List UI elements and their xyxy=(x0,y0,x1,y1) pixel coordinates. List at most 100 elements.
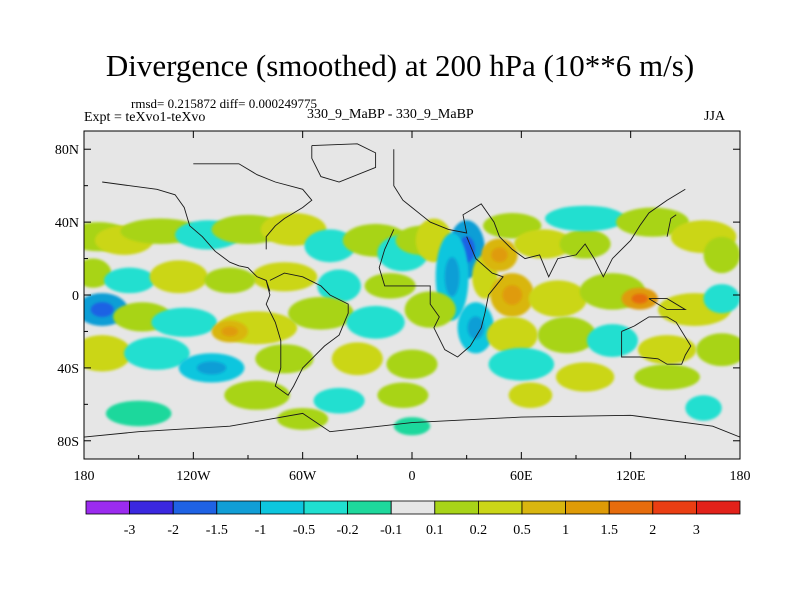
contour-core-39 xyxy=(221,326,238,337)
contour-band-19 xyxy=(616,207,689,237)
colorbar-label: -1.5 xyxy=(206,523,228,538)
coastline-5 xyxy=(621,316,692,365)
contour-band-65 xyxy=(685,395,722,421)
colorbar-swatch xyxy=(216,500,261,515)
coastline-0 xyxy=(393,149,686,278)
contour-band-58 xyxy=(224,380,290,410)
coastline-8 xyxy=(648,298,687,311)
contour-band-37 xyxy=(151,307,218,337)
contour-band-24 xyxy=(149,260,208,294)
contour-band-46 xyxy=(586,324,638,357)
contour-band-57 xyxy=(634,364,700,390)
colorbar-swatch xyxy=(565,500,610,515)
contour-band-64 xyxy=(393,417,431,436)
contour-core-51 xyxy=(196,361,227,375)
case-label: 330_9_MaBP - 330_9_MaBP xyxy=(307,107,474,122)
colorbar-swatch xyxy=(434,500,479,515)
contour-band-53 xyxy=(331,342,383,376)
contour-band-6 xyxy=(304,229,356,263)
chart-title: Divergence (smoothed) at 200 hPa (10**6 … xyxy=(105,48,695,83)
contour-band-26 xyxy=(204,267,256,294)
x-tick-label: 60E xyxy=(510,469,533,484)
colorbar-swatch xyxy=(172,500,218,515)
contour-band-44 xyxy=(486,316,538,354)
colorbar-swatch xyxy=(608,500,654,515)
contour-band-23 xyxy=(104,267,156,294)
colorbar-label: 1.5 xyxy=(600,523,618,538)
contour-band-59 xyxy=(313,387,365,414)
y-axis: 80N 40N 0 40S 80S xyxy=(55,143,740,450)
x-axis: 180 120W 60W 0 60E 120E 180 xyxy=(74,131,751,484)
y-tick-label: 40S xyxy=(57,362,79,377)
coastline-6 xyxy=(84,412,740,438)
coastline-2 xyxy=(102,181,271,292)
contour-band-40 xyxy=(288,296,354,330)
contour-band-25 xyxy=(251,262,318,292)
contour-core-12 xyxy=(444,257,460,297)
contour-band-48 xyxy=(696,333,740,367)
x-tick-label: 180 xyxy=(730,469,751,484)
season-label: JJA xyxy=(704,109,726,124)
colorbar-label: 2 xyxy=(649,523,656,538)
contour-band-52 xyxy=(255,344,314,374)
contour-band-16 xyxy=(514,229,573,259)
colorbar-swatch xyxy=(696,500,741,515)
colorbar-label: 0.5 xyxy=(513,523,531,538)
y-tick-label: 40N xyxy=(55,216,79,231)
contour-band-50 xyxy=(124,336,190,370)
colorbar-swatch xyxy=(477,500,523,515)
colorbar-label: -0.5 xyxy=(293,523,315,538)
colorbar-label: -0.2 xyxy=(337,523,359,538)
x-tick-label: 120W xyxy=(176,469,211,484)
contour-band-45 xyxy=(537,316,597,354)
contour-band-54 xyxy=(386,349,438,379)
colorbar-swatch xyxy=(303,500,348,515)
contour-band-27 xyxy=(317,269,361,303)
coastline-9 xyxy=(666,214,677,237)
contour-band-30 xyxy=(528,280,587,317)
contour-band-60 xyxy=(377,382,429,408)
contour-band-41 xyxy=(346,305,405,339)
colorbar-swatch xyxy=(129,500,174,515)
x-tick-label: 120E xyxy=(616,469,646,484)
y-tick-label: 80S xyxy=(57,435,79,450)
colorbar-label: -3 xyxy=(124,523,136,538)
contour-band-61 xyxy=(508,382,553,408)
contour-band-42 xyxy=(404,291,456,328)
contour-band-18 xyxy=(545,205,626,232)
contour-band-55 xyxy=(488,347,555,381)
y-tick-label: 80N xyxy=(55,143,79,158)
contour-band-56 xyxy=(555,362,615,392)
x-tick-label: 0 xyxy=(409,469,416,484)
colorbar-swatch xyxy=(521,500,566,515)
colorbar-swatch xyxy=(390,500,436,515)
colorbar-swatch xyxy=(85,500,130,515)
colorbar: -3 -2 -1.5 -1 -0.5 -0.2 -0.1 0.1 0.2 0.5 1 1.5 2 3 xyxy=(85,500,741,538)
colorbar-label: -0.1 xyxy=(380,523,402,538)
contour-band-62 xyxy=(105,400,172,427)
stats-text: rmsd= 0.215872 diff= 0.000249775 xyxy=(131,96,317,111)
contour-band-49 xyxy=(84,335,132,372)
colorbar-label: -1 xyxy=(255,523,267,538)
contour-fields xyxy=(84,205,740,436)
contour-core-43 xyxy=(467,316,484,340)
colorbar-swatch xyxy=(652,500,697,515)
colorbar-label: 0.2 xyxy=(470,523,488,538)
colorbar-swatch xyxy=(347,500,392,515)
x-tick-label: 180 xyxy=(74,469,95,484)
coastline-3 xyxy=(193,163,313,250)
colorbar-label: -2 xyxy=(167,523,179,538)
coastline-4 xyxy=(265,272,349,396)
contour-band-34 xyxy=(703,284,740,314)
colorbar-label: 0.1 xyxy=(426,523,444,538)
contour-band-47 xyxy=(637,335,697,365)
contour-band-63 xyxy=(277,407,329,430)
experiment-label: Expt = teXvo1-teXvo xyxy=(84,110,206,125)
contour-core-29 xyxy=(502,285,523,305)
y-tick-label: 0 xyxy=(72,289,79,304)
contour-core-32 xyxy=(631,293,648,304)
coastline-1 xyxy=(378,229,504,358)
colorbar-label: 3 xyxy=(693,523,700,538)
colorbar-swatch xyxy=(259,500,305,515)
